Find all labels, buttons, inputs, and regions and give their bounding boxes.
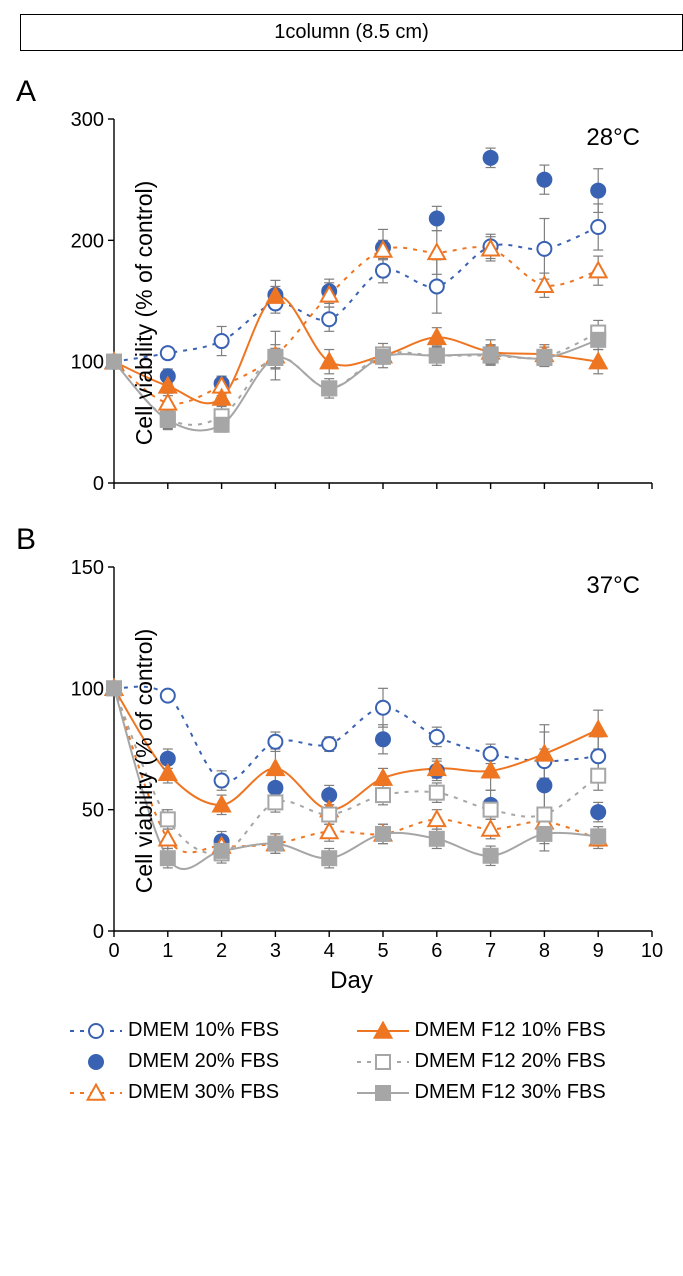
chart-panel-B: Cell viability (% of control) 0 50 100 150 0… xyxy=(32,551,672,971)
legend-swatch-dmem10 xyxy=(70,1021,122,1041)
legend-label-dmemf12_20: DMEM F12 20% FBS xyxy=(415,1050,606,1073)
svg-text:4: 4 xyxy=(323,940,334,962)
legend-item-dmemf12_30: DMEM F12 30% FBS xyxy=(357,1081,634,1104)
svg-text:0: 0 xyxy=(108,940,119,962)
svg-text:300: 300 xyxy=(70,109,103,131)
y-axis-title-A: Cell viability (% of control) xyxy=(130,181,157,446)
svg-text:28°C: 28°C xyxy=(586,124,640,151)
svg-text:1: 1 xyxy=(162,940,173,962)
legend-label-dmem20: DMEM 20% FBS xyxy=(128,1050,279,1073)
legend-item-dmem30: DMEM 30% FBS xyxy=(70,1081,347,1104)
svg-text:100: 100 xyxy=(70,678,103,700)
svg-text:150: 150 xyxy=(70,557,103,579)
legend-swatch-dmem30 xyxy=(70,1083,122,1103)
legend-label-dmem30: DMEM 30% FBS xyxy=(128,1081,279,1104)
column-header-box: 1column (8.5 cm) xyxy=(20,14,683,51)
svg-text:7: 7 xyxy=(485,940,496,962)
legend-swatch-dmemf12_30 xyxy=(357,1083,409,1103)
legend-swatch-dmemf12_20 xyxy=(357,1052,409,1072)
legend-item-dmemf12_20: DMEM F12 20% FBS xyxy=(357,1050,634,1073)
column-header-text: 1column (8.5 cm) xyxy=(274,21,429,43)
svg-text:9: 9 xyxy=(592,940,603,962)
legend-swatch-dmemf12_10 xyxy=(357,1021,409,1041)
legend-label-dmem10: DMEM 10% FBS xyxy=(128,1019,279,1042)
legend: DMEM 10% FBS DMEM F12 10% FBS DMEM 20% F… xyxy=(10,1019,683,1104)
svg-text:6: 6 xyxy=(431,940,442,962)
legend-item-dmem10: DMEM 10% FBS xyxy=(70,1019,347,1042)
chart-panel-A: Cell viability (% of control) 0 100 200 300… xyxy=(32,103,672,523)
svg-text:0: 0 xyxy=(92,921,103,943)
legend-label-dmemf12_10: DMEM F12 10% FBS xyxy=(415,1019,606,1042)
x-axis-title: Day xyxy=(10,967,683,995)
svg-text:100: 100 xyxy=(70,352,103,374)
svg-text:0: 0 xyxy=(92,473,103,495)
y-axis-title-B: Cell viability (% of control) xyxy=(130,629,157,894)
svg-text:8: 8 xyxy=(538,940,549,962)
legend-swatch-dmem20 xyxy=(70,1052,122,1072)
legend-item-dmem20: DMEM 20% FBS xyxy=(70,1050,347,1073)
legend-label-dmemf12_30: DMEM F12 30% FBS xyxy=(415,1081,606,1104)
svg-text:37°C: 37°C xyxy=(586,572,640,599)
svg-text:2: 2 xyxy=(216,940,227,962)
svg-text:50: 50 xyxy=(81,800,103,822)
svg-text:10: 10 xyxy=(640,940,662,962)
svg-text:200: 200 xyxy=(70,230,103,252)
svg-text:3: 3 xyxy=(269,940,280,962)
svg-text:5: 5 xyxy=(377,940,388,962)
legend-item-dmemf12_10: DMEM F12 10% FBS xyxy=(357,1019,634,1042)
panels-container: A Cell viability (% of control) 01002003… xyxy=(10,75,683,971)
